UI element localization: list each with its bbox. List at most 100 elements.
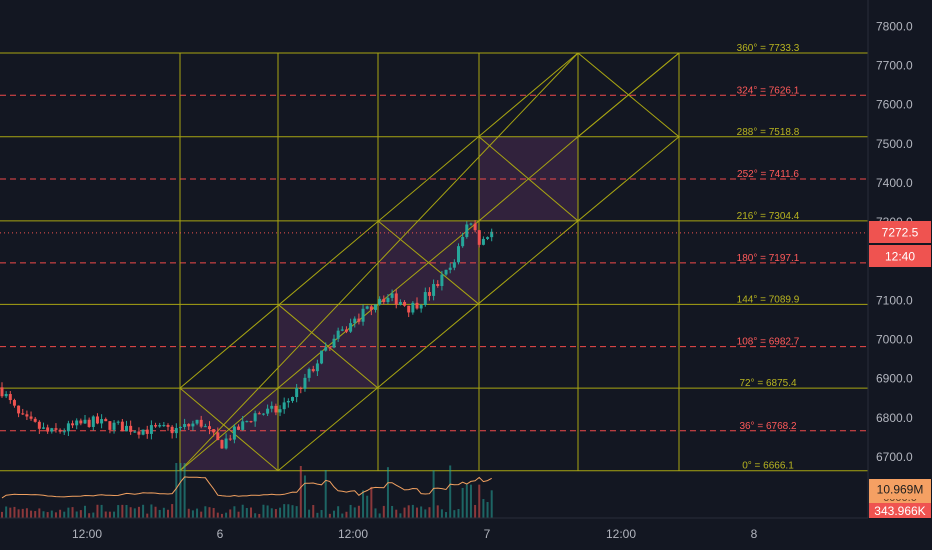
candle-body — [365, 306, 369, 309]
candle-body — [340, 329, 344, 331]
candle-body — [42, 427, 45, 429]
volume-bar — [357, 505, 360, 518]
volume-bar — [254, 513, 257, 518]
candle-body — [270, 405, 274, 409]
candle-body — [490, 231, 494, 238]
gann-level-label: 180° = 7197.1 — [737, 253, 800, 264]
candle-body — [141, 429, 145, 435]
candle-body — [178, 427, 182, 429]
candle-body — [486, 237, 490, 239]
volume-bar — [353, 507, 356, 518]
candle-body — [8, 394, 12, 401]
volume-bar — [486, 502, 489, 518]
volume-bar — [158, 509, 161, 518]
volume-bar — [142, 504, 145, 518]
price-tick-label: 6900.0 — [876, 372, 913, 386]
candle-body — [461, 236, 465, 247]
volume-bar — [96, 504, 99, 518]
candle-body — [303, 377, 307, 389]
time-axis[interactable] — [0, 517, 868, 550]
volume-bar — [171, 504, 174, 518]
volume-bar — [295, 506, 298, 518]
candle-body — [137, 431, 141, 435]
candle-body — [37, 421, 41, 429]
volume-bar — [216, 512, 219, 518]
volume-bar — [133, 508, 136, 518]
volume-bar — [345, 511, 348, 518]
volume-bar — [113, 511, 116, 518]
candle-body — [419, 304, 423, 309]
candle-body — [120, 421, 124, 432]
candle-body — [129, 425, 133, 432]
volume-bar — [416, 507, 418, 518]
candle-body — [183, 424, 187, 428]
volume-bar — [13, 506, 16, 518]
candle-body — [390, 293, 394, 298]
candle-body — [249, 421, 253, 423]
price-tick-label: 7500.0 — [876, 137, 913, 151]
candle-body — [29, 416, 33, 419]
gann-level-label: 360° = 7733.3 — [737, 43, 800, 54]
volume-bar — [167, 509, 169, 518]
volume-bar — [245, 507, 248, 518]
volume-bar — [362, 490, 365, 518]
volume-tag: 10.969M — [869, 479, 931, 499]
gann-level-label: 144° = 7089.9 — [737, 294, 800, 305]
candle-body — [154, 425, 158, 427]
volume-bar — [449, 465, 452, 518]
volume-bar — [366, 495, 369, 518]
volume-bar — [382, 505, 385, 518]
volume-bar — [9, 507, 12, 518]
volume-bar — [25, 508, 28, 518]
volume-bar — [378, 513, 381, 518]
volume-bar — [420, 506, 423, 518]
volume-bar — [104, 511, 107, 518]
volume-bar — [5, 506, 8, 518]
candle-body — [12, 400, 16, 406]
volume-bar — [21, 508, 24, 518]
candle-body — [112, 422, 116, 430]
gann-channel-line — [179, 52, 579, 389]
last-price-tag-bg — [869, 221, 931, 243]
gann-level-label: 36° = 6768.2 — [739, 421, 797, 432]
volume-bar — [411, 504, 414, 518]
price-tick-label: 7600.0 — [876, 98, 913, 112]
candle-body — [344, 329, 348, 332]
candle-body — [295, 388, 299, 398]
volume-bar — [333, 510, 335, 518]
candle-body — [477, 230, 481, 245]
volume-bar — [117, 505, 120, 518]
volume-bar — [121, 504, 124, 518]
gann-level-label: 252° = 7411.6 — [737, 169, 799, 180]
volume-bar — [270, 508, 273, 518]
volume-bar — [279, 507, 282, 518]
candle-body — [452, 262, 456, 268]
candle-body — [162, 425, 166, 427]
volume-bar — [324, 470, 327, 518]
time-tick-label: 8 — [751, 527, 758, 541]
candle-body — [440, 274, 444, 286]
volume-bar — [183, 463, 186, 518]
candle-body — [212, 429, 216, 433]
price-tick-label: 6700.0 — [876, 450, 913, 464]
candle-body — [241, 421, 245, 430]
candle-body — [174, 428, 178, 434]
gann-level-label: 0° = 6666.1 — [742, 461, 794, 472]
candle-body — [199, 419, 203, 427]
candle-body — [79, 420, 83, 424]
volume-bar — [465, 484, 468, 518]
volume-bar — [262, 504, 265, 518]
candle-body — [311, 369, 315, 372]
indicator-value: 343.966K — [874, 504, 925, 518]
price-tick-label: 6800.0 — [876, 411, 913, 425]
time-tick-label: 7 — [484, 527, 491, 541]
price-tick-label: 7000.0 — [876, 333, 913, 347]
volume-bar — [204, 506, 207, 518]
volume-bar — [436, 505, 439, 518]
candle-body — [245, 421, 249, 423]
price-tick-label: 7700.0 — [876, 59, 913, 73]
candle-body — [261, 413, 265, 415]
volume-bar — [370, 486, 373, 518]
candle-body — [62, 431, 66, 433]
